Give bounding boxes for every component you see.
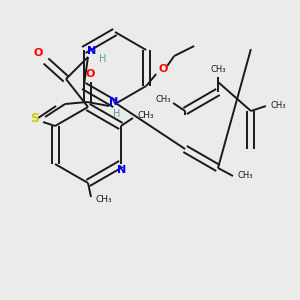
Text: H: H	[99, 54, 107, 64]
Text: CH₃: CH₃	[270, 101, 286, 110]
Text: N: N	[110, 97, 119, 107]
Text: S: S	[31, 112, 40, 124]
Text: CH₃: CH₃	[210, 64, 226, 74]
Text: O: O	[33, 48, 43, 58]
Text: CH₃: CH₃	[237, 172, 253, 181]
Text: H: H	[113, 109, 121, 119]
Text: CH₃: CH₃	[96, 194, 112, 203]
Text: O: O	[158, 64, 168, 74]
Text: N: N	[117, 165, 127, 175]
Text: CH₃: CH₃	[138, 112, 154, 121]
Text: N: N	[87, 46, 97, 56]
Text: CH₃: CH₃	[155, 94, 171, 103]
Text: O: O	[85, 69, 95, 79]
